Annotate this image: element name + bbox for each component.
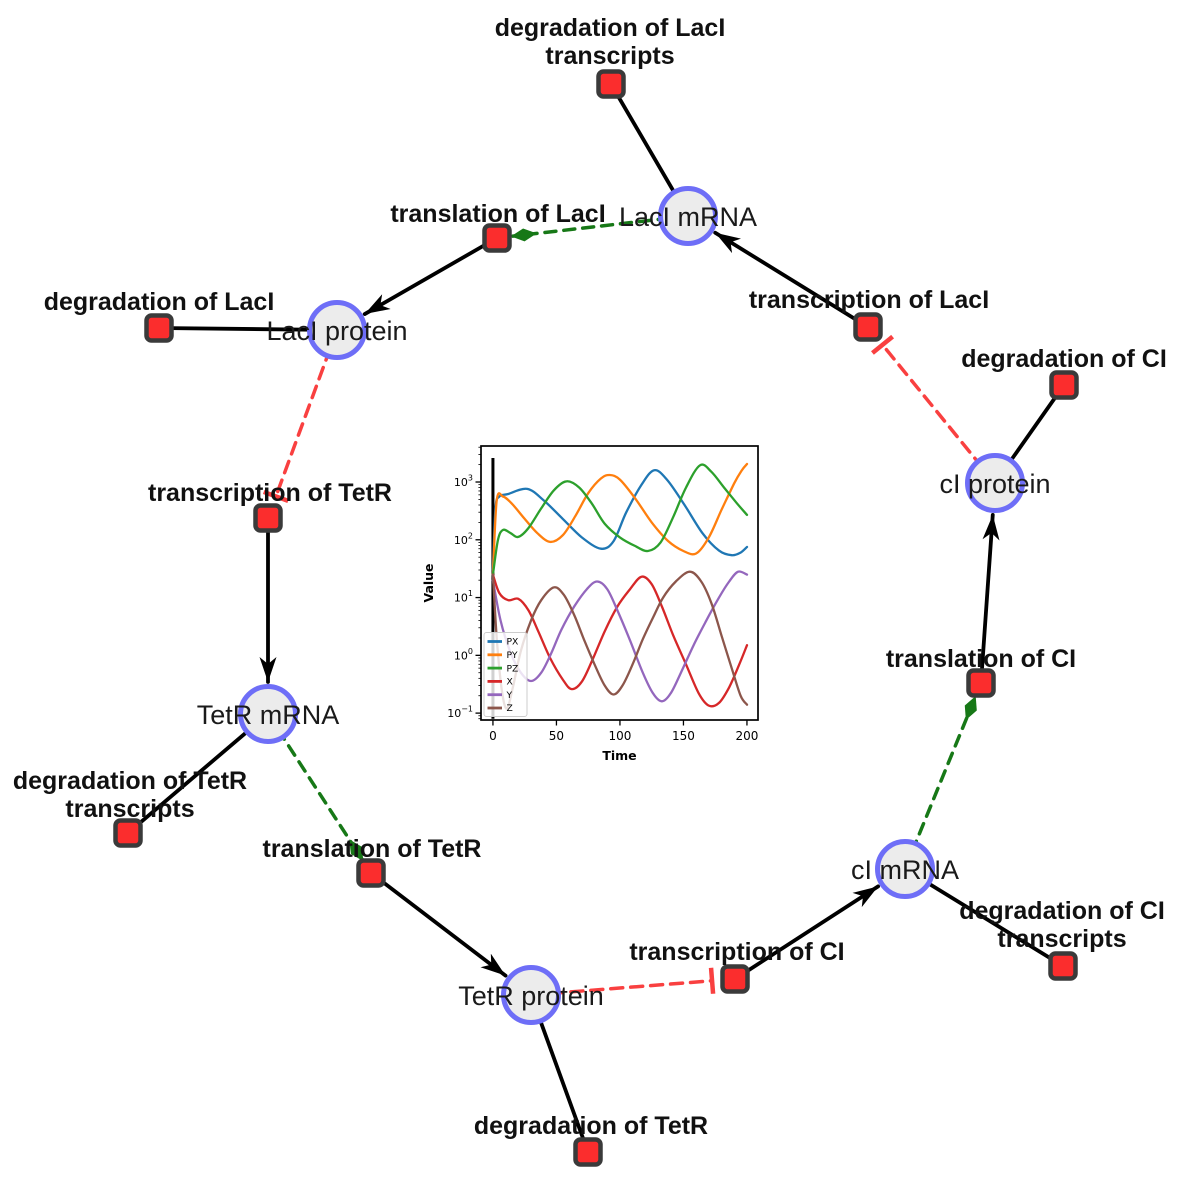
y-tick-label: 102: [454, 531, 473, 547]
chart-series-X: [491, 573, 749, 708]
species-label-laci-mrna: LacI mRNA: [619, 202, 757, 232]
reaction-label-line: transcripts: [65, 795, 194, 823]
species-node-tetr-mrna[interactable]: [238, 684, 298, 744]
edge-translation-tetr-tetr-protein-product: [369, 871, 508, 978]
reaction-label-line: degradation of CI: [959, 897, 1165, 925]
reaction-label-deg-ci: degradation of CI: [961, 345, 1167, 373]
reaction-label-line: transcripts: [545, 42, 674, 70]
reaction-node-deg-ci[interactable]: [1049, 370, 1079, 400]
reaction-label-line: degradation of TetR: [474, 1112, 708, 1140]
species-label-laci-protein: LacI protein: [266, 316, 407, 346]
reaction-label-deg-laci: degradation of LacI: [44, 288, 275, 316]
reaction-node-transcription-ci[interactable]: [720, 964, 750, 994]
edge-transcription-laci-laci-mrna-product: [713, 230, 870, 329]
species-label-tetr-protein: TetR protein: [458, 981, 604, 1011]
legend-label-PX: PX: [507, 637, 519, 648]
x-tick-label: 150: [672, 729, 695, 743]
reaction-label-line: degradation of LacI: [495, 14, 726, 42]
edge-tetr-protein-transcription-ci-inhibition: [529, 967, 716, 997]
y-tick-label: 10−1: [447, 705, 473, 721]
species-label-tetr-mrna: TetR mRNA: [197, 700, 340, 730]
species-node-laci-mrna[interactable]: [658, 186, 718, 246]
chart-series-Z: [491, 570, 749, 710]
x-tick-label: 0: [489, 729, 497, 743]
legend-box: [483, 632, 528, 717]
species-node-tetr-protein[interactable]: [501, 965, 561, 1025]
species-node-ci-protein[interactable]: [965, 453, 1025, 513]
reaction-label-line: transcription of CI: [629, 938, 844, 966]
labels-layer: LacI mRNA LacI protein TetR mRNA TetR prote…: [13, 14, 1167, 1140]
legend-label-PY: PY: [507, 650, 518, 661]
chart-series-layer: [491, 462, 749, 710]
y-tick-label: 100: [454, 647, 473, 663]
reaction-label-translation-ci: translation of CI: [886, 645, 1076, 673]
reaction-label-line: translation of CI: [886, 645, 1076, 673]
reaction-label-line: transcription of LacI: [749, 286, 989, 314]
reaction-node-translation-tetr[interactable]: [356, 858, 386, 888]
legend-label-X: X: [507, 677, 513, 688]
reaction-label-deg-tetr-tx: degradation of TetR transcripts: [13, 767, 247, 823]
reaction-node-transcription-laci[interactable]: [853, 312, 883, 342]
reaction-label-translation-laci: translation of LacI: [390, 200, 605, 228]
reaction-node-deg-ci-tx[interactable]: [1048, 951, 1078, 981]
edge-translation-ci-ci-protein-product: [979, 513, 1000, 685]
reaction-label-deg-tetr: degradation of TetR: [474, 1112, 708, 1140]
chart-series-Y: [491, 570, 749, 703]
edge-tetr-mrna-deg-tetr-tx-reactant: [126, 712, 270, 835]
reaction-label-deg-ci-tx: degradation of CI transcripts: [959, 897, 1165, 953]
y-tick-label: 101: [454, 589, 473, 605]
reaction-label-line: transcription of TetR: [148, 479, 392, 507]
legend-label-Z: Z: [507, 703, 513, 714]
edge-translation-laci-laci-protein-product: [362, 236, 499, 316]
species-label-ci-mrna: cI mRNA: [851, 855, 959, 885]
chart-series-PZ: [491, 463, 749, 576]
x-tick-label: 50: [549, 729, 564, 743]
reaction-node-transcription-tetr[interactable]: [253, 503, 283, 533]
nodes-layer: [113, 69, 1079, 1167]
chart-ticks: 10−1 100 101 102 103 0 50 100 150 200: [447, 446, 758, 743]
y-tick-label: 103: [454, 474, 473, 490]
reaction-label-line: degradation of CI: [961, 345, 1167, 373]
chart-series-PY: [491, 462, 749, 576]
reaction-label-transcription-laci: transcription of LacI: [749, 286, 989, 314]
edge-ci-mrna-translation-ci-modifier: [903, 695, 977, 871]
chart-series-PX: [491, 468, 749, 572]
reaction-label-line: transcripts: [997, 925, 1126, 953]
edge-ci-mrna-deg-ci-tx-reactant: [903, 867, 1065, 968]
reaction-label-line: translation of TetR: [263, 835, 482, 863]
chart-frame: [480, 445, 759, 721]
reaction-node-deg-tetr[interactable]: [573, 1137, 603, 1167]
reaction-label-translation-tetr: translation of TetR: [263, 835, 482, 863]
legend-label-PZ: PZ: [507, 663, 519, 674]
reaction-label-deg-laci-tx: degradation of LacI transcripts: [495, 14, 726, 70]
edge-transcription-ci-ci-mrna-product: [733, 884, 881, 981]
reaction-node-deg-laci[interactable]: [144, 313, 174, 343]
x-tick-label: 100: [608, 729, 631, 743]
reaction-label-transcription-ci: transcription of CI: [629, 938, 844, 966]
reaction-label-line: degradation of TetR: [13, 767, 247, 795]
reaction-node-deg-tetr-tx[interactable]: [113, 818, 143, 848]
x-tick-label: 200: [735, 729, 758, 743]
species-node-ci-mrna[interactable]: [875, 839, 935, 899]
y-axis-label: Value: [421, 563, 436, 602]
reaction-label-line: degradation of LacI: [44, 288, 275, 316]
reaction-node-translation-ci[interactable]: [966, 668, 996, 698]
species-node-laci-protein[interactable]: [307, 300, 367, 360]
species-label-ci-protein: cI protein: [939, 469, 1050, 499]
reaction-label-transcription-tetr: transcription of TetR: [148, 479, 392, 507]
reaction-node-deg-laci-tx[interactable]: [596, 69, 626, 99]
x-axis-label: Time: [602, 748, 636, 763]
reaction-label-line: translation of LacI: [390, 200, 605, 228]
reaction-node-translation-laci[interactable]: [482, 223, 512, 253]
legend-label-Y: Y: [506, 690, 513, 701]
chart-legend: PX PY PZ XYZ: [483, 632, 528, 717]
